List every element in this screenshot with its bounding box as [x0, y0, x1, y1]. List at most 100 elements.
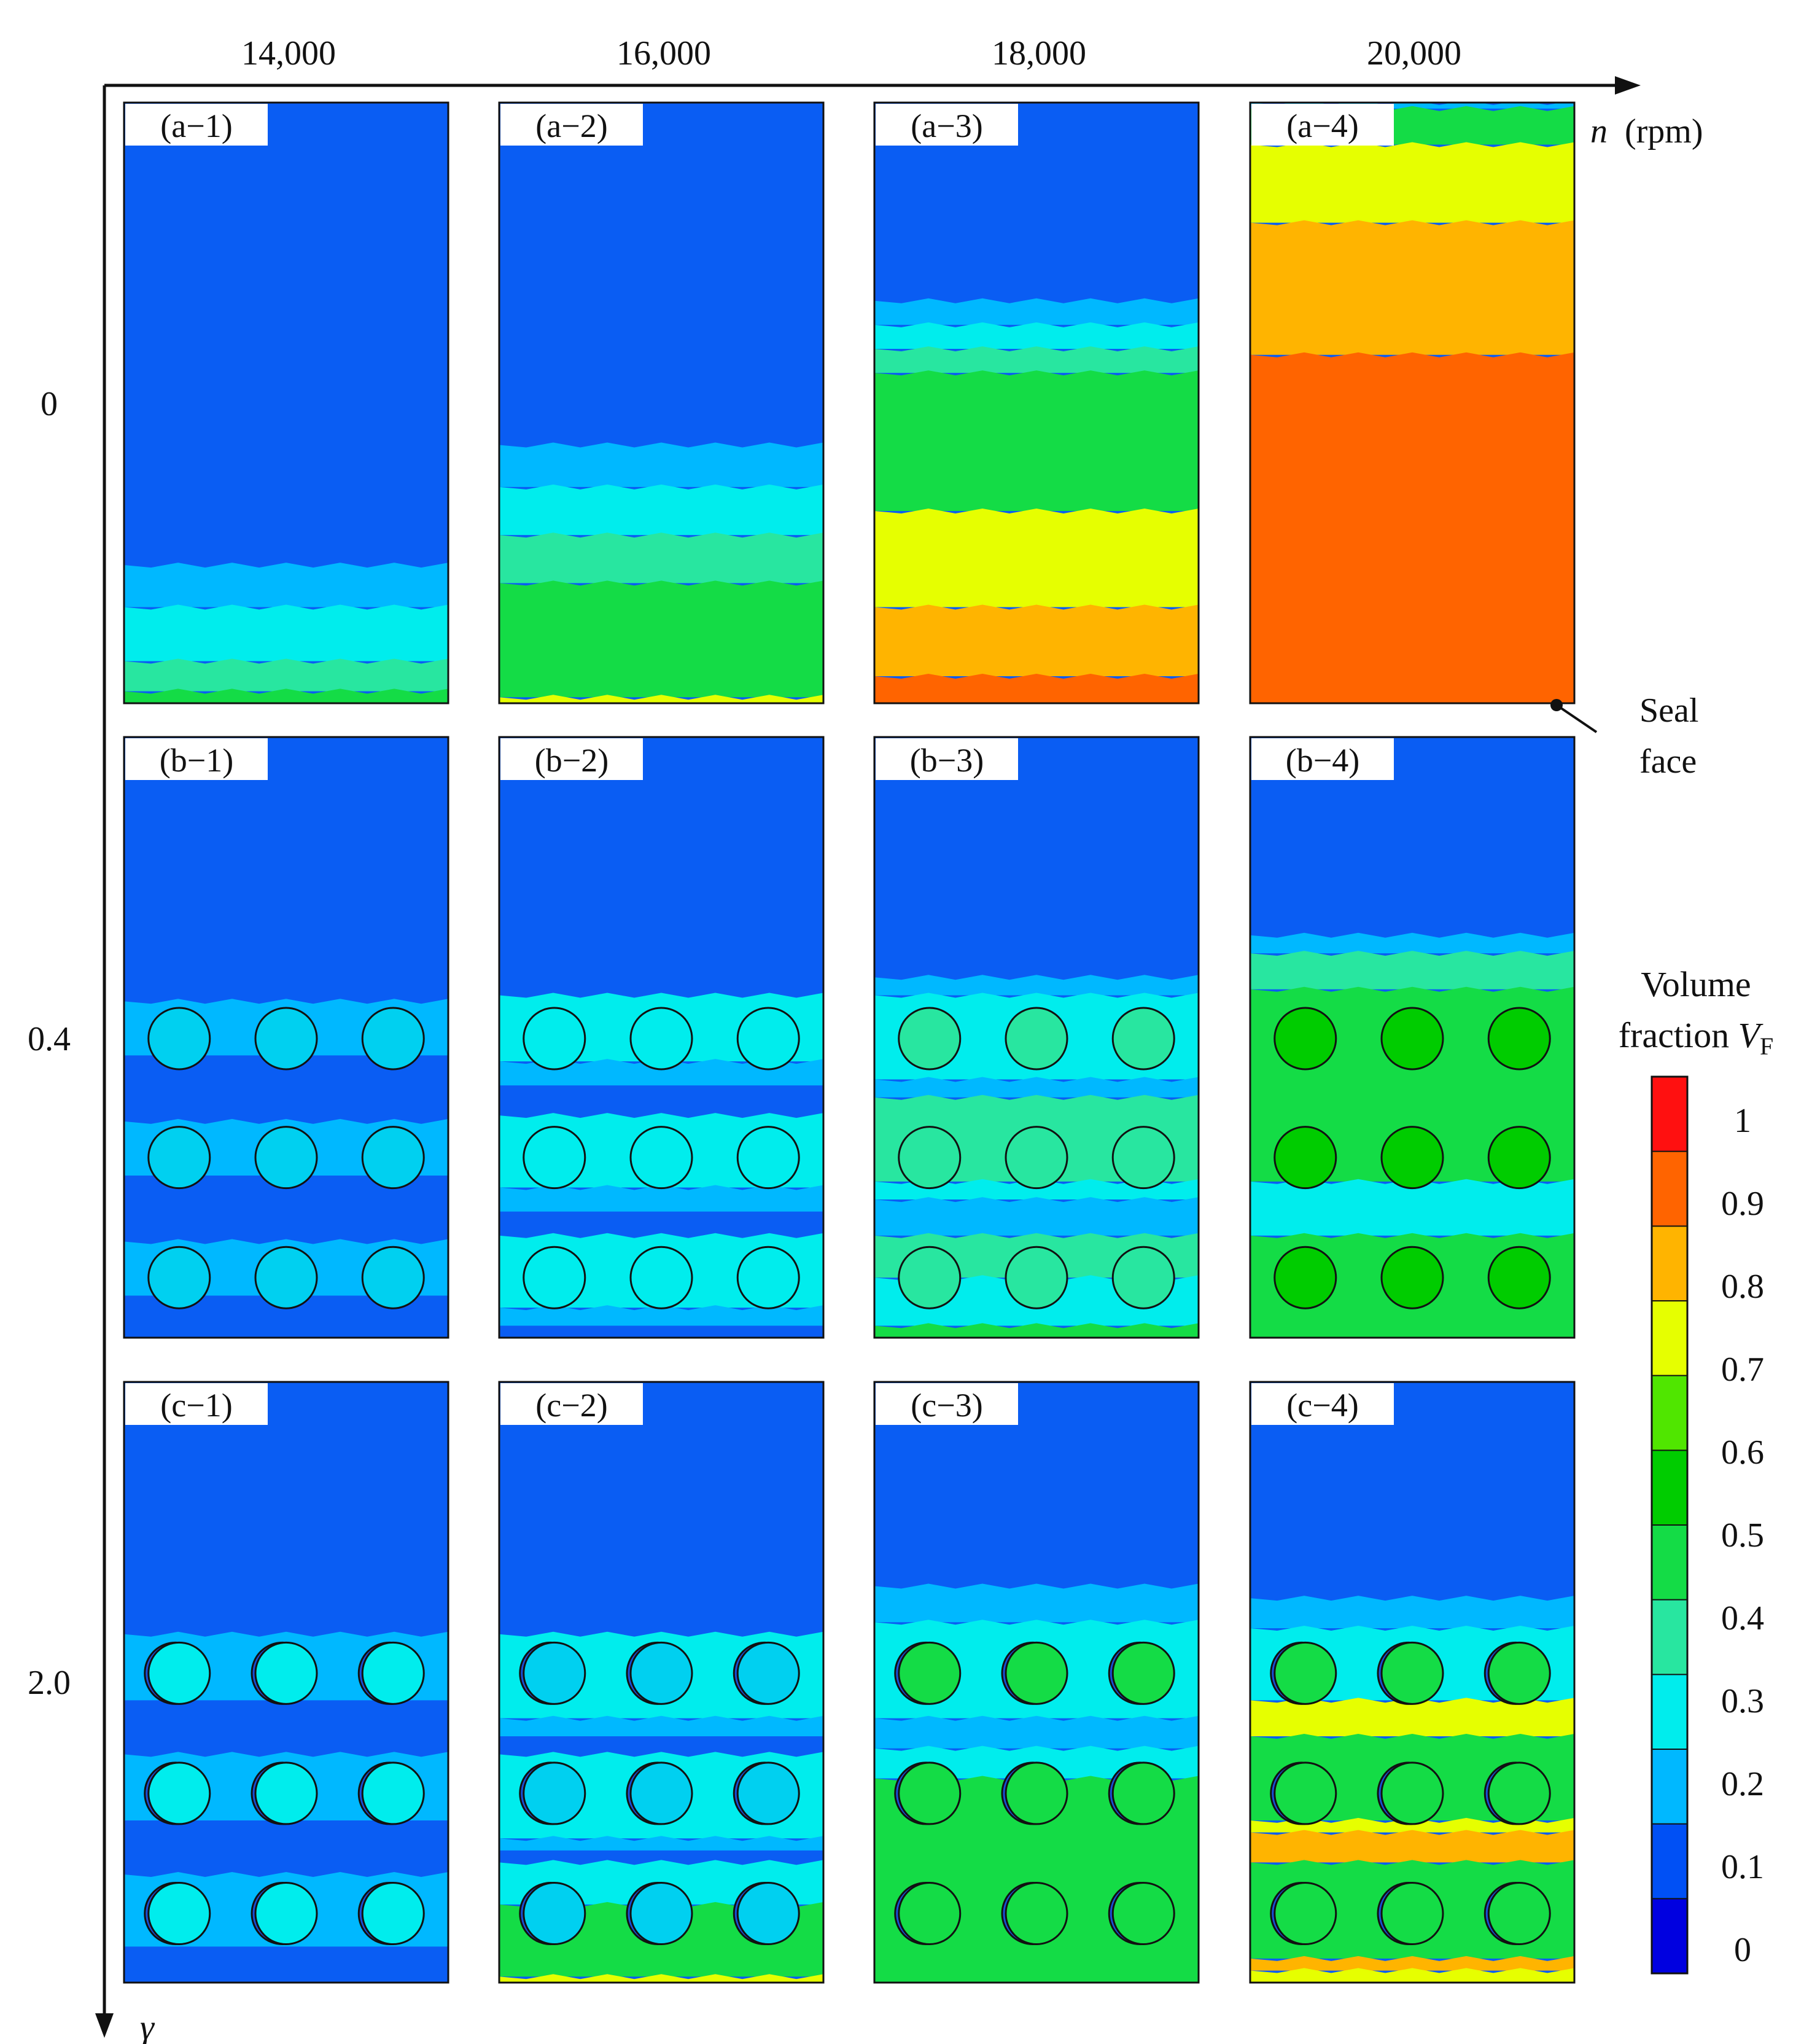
colorbar-segment: [1652, 1151, 1687, 1227]
contour-band: [499, 1715, 823, 1737]
groove-circle: [1111, 1007, 1175, 1071]
contour-band: [874, 1323, 1199, 1338]
contour-band: [499, 484, 823, 536]
panel-frame: [123, 1381, 449, 1984]
contour-band: [499, 1974, 823, 1983]
groove-circle: [147, 1007, 211, 1071]
contour-band: [874, 674, 1199, 703]
panel-label: (a−4): [1286, 107, 1358, 144]
contour-band: [124, 688, 448, 703]
x-tick-label: 20,000: [1367, 34, 1461, 72]
contour-band: [874, 1583, 1199, 1623]
contour-band: [1250, 951, 1574, 989]
panel-label-box: [876, 1383, 1018, 1425]
groove-circle: [1380, 1246, 1444, 1309]
groove-circle: [147, 1126, 211, 1190]
panel-label-box: [876, 738, 1018, 780]
colorbar-tick-label: 0.5: [1721, 1516, 1764, 1554]
contour-band: [874, 322, 1199, 349]
groove-circle: [898, 1882, 962, 1946]
colorbar-frame: [1651, 1075, 1689, 1975]
groove-circle: [629, 1007, 693, 1071]
panel-label: (b−4): [1286, 742, 1359, 779]
groove-circle: [523, 1126, 586, 1190]
panel-frame: [873, 1381, 1200, 1984]
panel-label: (a−3): [911, 107, 982, 144]
groove-circle: [736, 1246, 800, 1309]
groove-circle: [1273, 1761, 1337, 1825]
contour-panel: (b−3): [873, 736, 1200, 1339]
groove-circle: [1380, 1126, 1444, 1190]
groove-circle: [523, 1007, 586, 1071]
contour-panel: (a−2): [498, 101, 825, 704]
groove-circle: [361, 1126, 425, 1190]
x-axis-arrow: [1615, 76, 1641, 95]
groove-circle: [736, 1126, 800, 1190]
groove-circle: [254, 1007, 318, 1071]
groove-circle: [147, 1641, 211, 1705]
axes: [95, 76, 1641, 2038]
panel-label: (b−3): [910, 742, 984, 779]
contour-band: [1250, 142, 1574, 223]
groove-circle: [147, 1761, 211, 1825]
colorbar-segments: [1652, 1077, 1687, 1974]
contour-band: [499, 532, 823, 583]
panel-label-box: [1251, 1383, 1394, 1425]
contour-band: [499, 1836, 823, 1851]
groove-circle: [1111, 1126, 1175, 1190]
contour-band: [1250, 1817, 1574, 1833]
colorbar-title-text: fraction: [1619, 1015, 1738, 1055]
seal-face-label-line2: face: [1639, 743, 1697, 781]
contour-panel: (b−2): [498, 736, 825, 1339]
colorbar-segment: [1652, 1375, 1687, 1451]
panel-label-box: [500, 738, 643, 780]
contour-band: [499, 695, 823, 703]
colorbar-segment: [1652, 1450, 1687, 1526]
contour-band: [499, 1305, 823, 1326]
groove-circle: [523, 1641, 586, 1705]
contour-band: [874, 1197, 1199, 1236]
contour-band: [874, 975, 1199, 996]
groove-circle: [1380, 1761, 1444, 1825]
contour-band: [124, 563, 448, 607]
groove-circle: [147, 1882, 211, 1946]
panel-frame: [873, 736, 1200, 1339]
colorbar-tick-label: 0.4: [1721, 1599, 1764, 1637]
groove-circle: [254, 1761, 318, 1825]
colorbar-segment: [1652, 1077, 1687, 1152]
contour-panel: (c−2): [498, 1381, 825, 1984]
contour-band: [1250, 1179, 1574, 1236]
contour-band: [874, 298, 1199, 325]
colorbar-tick-label: 0.8: [1721, 1268, 1764, 1306]
groove-circle: [1005, 1126, 1068, 1190]
groove-circle: [1005, 1882, 1068, 1946]
panel-label-box: [125, 1383, 268, 1425]
groove-circle: [898, 1126, 962, 1190]
panel-frame: [498, 736, 825, 1339]
groove-circle: [361, 1246, 425, 1309]
groove-circle: [254, 1246, 318, 1309]
x-axis-unit: (rpm): [1625, 112, 1703, 150]
colorbar-title-subscript: F: [1760, 1032, 1773, 1060]
groove-circle: [1487, 1007, 1551, 1071]
groove-circle: [1111, 1246, 1175, 1309]
y-tick-label: 2.0: [28, 1664, 71, 1702]
seal-face-label-line1: Seal: [1639, 692, 1698, 730]
x-axis-variable: n: [1590, 112, 1608, 150]
contour-band: [874, 346, 1199, 373]
contour-panel: (a−1): [123, 101, 449, 704]
contour-band: [874, 509, 1199, 607]
contour-panel: (c−1): [123, 1381, 449, 1984]
panel-label: (c−3): [911, 1387, 982, 1424]
panel-label-box: [125, 104, 268, 146]
contour-band: [1250, 1956, 1574, 1971]
groove-circle: [898, 1007, 962, 1071]
contour-band: [124, 604, 448, 661]
groove-circle: [898, 1246, 962, 1309]
colorbar-title-variable: V: [1738, 1015, 1764, 1055]
colorbar-segment: [1652, 1525, 1687, 1601]
groove-circle: [629, 1761, 693, 1825]
contour-band: [499, 580, 823, 698]
groove-circle: [1005, 1761, 1068, 1825]
groove-circle: [1111, 1641, 1175, 1705]
